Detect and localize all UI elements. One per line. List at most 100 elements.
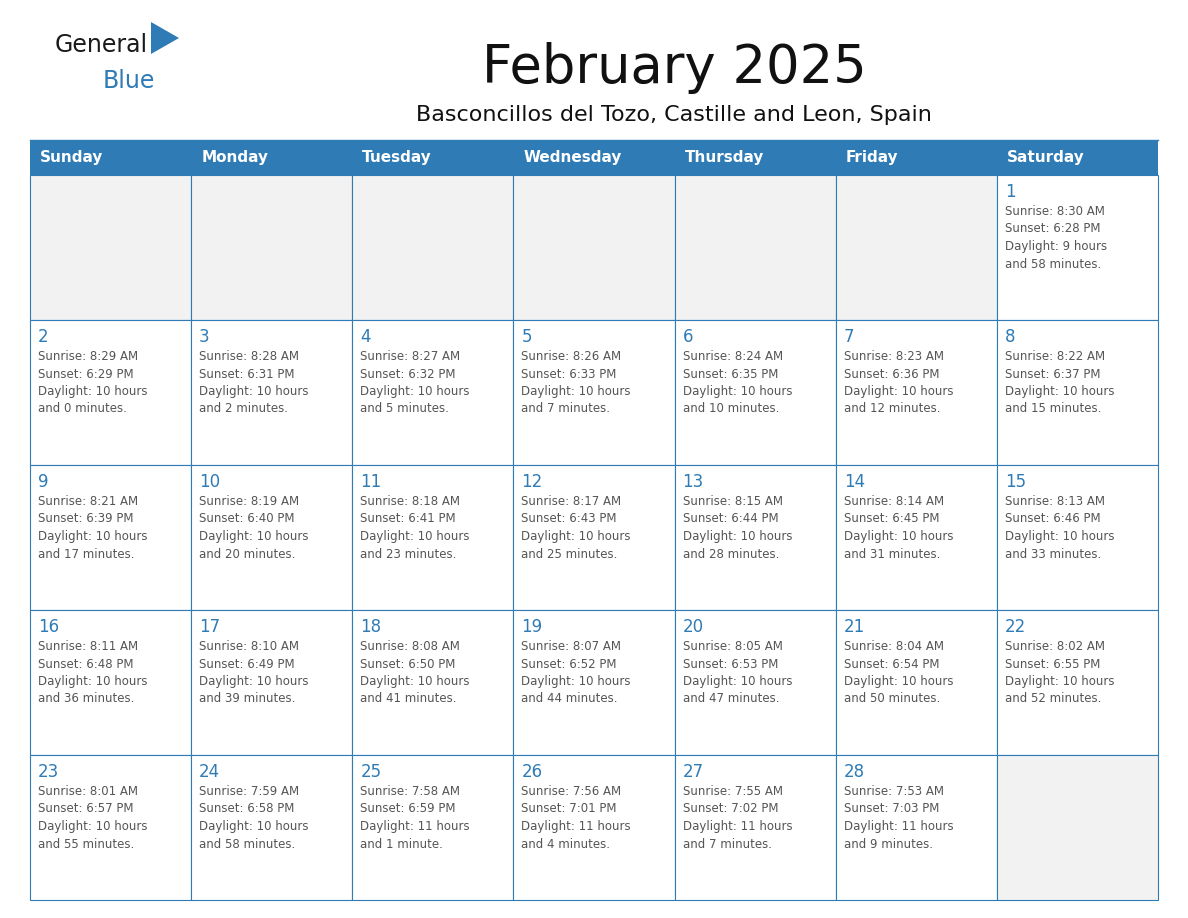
Text: Sunrise: 8:01 AM
Sunset: 6:57 PM
Daylight: 10 hours
and 55 minutes.: Sunrise: 8:01 AM Sunset: 6:57 PM Dayligh…	[38, 785, 147, 850]
Text: Sunday: Sunday	[40, 150, 103, 165]
Bar	[835, 610, 997, 755]
Polygon shape	[151, 22, 179, 54]
Text: 8: 8	[1005, 328, 1016, 346]
Text: 17: 17	[200, 618, 220, 636]
Text: February 2025: February 2025	[481, 42, 866, 94]
Text: Sunrise: 8:04 AM
Sunset: 6:54 PM
Daylight: 10 hours
and 50 minutes.: Sunrise: 8:04 AM Sunset: 6:54 PM Dayligh…	[843, 640, 953, 706]
Text: Saturday: Saturday	[1007, 150, 1085, 165]
Text: Thursday: Thursday	[684, 150, 764, 165]
Bar	[513, 175, 675, 320]
Text: 28: 28	[843, 763, 865, 781]
Text: Sunrise: 8:02 AM
Sunset: 6:55 PM
Daylight: 10 hours
and 52 minutes.: Sunrise: 8:02 AM Sunset: 6:55 PM Dayligh…	[1005, 640, 1114, 706]
Text: 14: 14	[843, 473, 865, 491]
Text: Sunrise: 8:15 AM
Sunset: 6:44 PM
Daylight: 10 hours
and 28 minutes.: Sunrise: 8:15 AM Sunset: 6:44 PM Dayligh…	[683, 495, 792, 561]
Bar	[835, 465, 997, 610]
Text: Sunrise: 8:30 AM
Sunset: 6:28 PM
Daylight: 9 hours
and 58 minutes.: Sunrise: 8:30 AM Sunset: 6:28 PM Dayligh…	[1005, 205, 1107, 271]
Bar	[30, 320, 191, 465]
Text: 18: 18	[360, 618, 381, 636]
Text: 15: 15	[1005, 473, 1026, 491]
Bar	[835, 755, 997, 900]
Bar	[191, 175, 353, 320]
Bar	[30, 465, 191, 610]
Text: General: General	[55, 33, 148, 57]
Text: 12: 12	[522, 473, 543, 491]
Text: 19: 19	[522, 618, 543, 636]
Text: 10: 10	[200, 473, 220, 491]
Text: Sunrise: 8:21 AM
Sunset: 6:39 PM
Daylight: 10 hours
and 17 minutes.: Sunrise: 8:21 AM Sunset: 6:39 PM Dayligh…	[38, 495, 147, 561]
Text: Sunrise: 8:23 AM
Sunset: 6:36 PM
Daylight: 10 hours
and 12 minutes.: Sunrise: 8:23 AM Sunset: 6:36 PM Dayligh…	[843, 350, 953, 416]
Text: 7: 7	[843, 328, 854, 346]
Text: Tuesday: Tuesday	[362, 150, 432, 165]
Bar	[191, 320, 353, 465]
Bar	[835, 320, 997, 465]
Bar	[675, 175, 835, 320]
Text: Blue: Blue	[103, 69, 156, 93]
Text: Sunrise: 7:56 AM
Sunset: 7:01 PM
Daylight: 11 hours
and 4 minutes.: Sunrise: 7:56 AM Sunset: 7:01 PM Dayligh…	[522, 785, 631, 850]
Text: Sunrise: 8:18 AM
Sunset: 6:41 PM
Daylight: 10 hours
and 23 minutes.: Sunrise: 8:18 AM Sunset: 6:41 PM Dayligh…	[360, 495, 469, 561]
Text: Sunrise: 8:19 AM
Sunset: 6:40 PM
Daylight: 10 hours
and 20 minutes.: Sunrise: 8:19 AM Sunset: 6:40 PM Dayligh…	[200, 495, 309, 561]
Bar	[30, 140, 1158, 175]
Text: 5: 5	[522, 328, 532, 346]
Text: 13: 13	[683, 473, 703, 491]
Bar	[353, 320, 513, 465]
Bar	[675, 465, 835, 610]
Bar	[513, 610, 675, 755]
Text: Sunrise: 7:53 AM
Sunset: 7:03 PM
Daylight: 11 hours
and 9 minutes.: Sunrise: 7:53 AM Sunset: 7:03 PM Dayligh…	[843, 785, 953, 850]
Bar	[513, 465, 675, 610]
Text: 11: 11	[360, 473, 381, 491]
Bar	[513, 320, 675, 465]
Text: Sunrise: 8:17 AM
Sunset: 6:43 PM
Daylight: 10 hours
and 25 minutes.: Sunrise: 8:17 AM Sunset: 6:43 PM Dayligh…	[522, 495, 631, 561]
Text: 24: 24	[200, 763, 220, 781]
Text: 27: 27	[683, 763, 703, 781]
Bar	[835, 175, 997, 320]
Bar	[353, 610, 513, 755]
Text: Sunrise: 8:26 AM
Sunset: 6:33 PM
Daylight: 10 hours
and 7 minutes.: Sunrise: 8:26 AM Sunset: 6:33 PM Dayligh…	[522, 350, 631, 416]
Bar	[30, 610, 191, 755]
Bar	[675, 320, 835, 465]
Bar	[353, 755, 513, 900]
Text: 25: 25	[360, 763, 381, 781]
Text: Monday: Monday	[201, 150, 268, 165]
Text: 1: 1	[1005, 183, 1016, 201]
Bar	[191, 465, 353, 610]
Text: Sunrise: 8:05 AM
Sunset: 6:53 PM
Daylight: 10 hours
and 47 minutes.: Sunrise: 8:05 AM Sunset: 6:53 PM Dayligh…	[683, 640, 792, 706]
Text: Sunrise: 7:55 AM
Sunset: 7:02 PM
Daylight: 11 hours
and 7 minutes.: Sunrise: 7:55 AM Sunset: 7:02 PM Dayligh…	[683, 785, 792, 850]
Text: 2: 2	[38, 328, 49, 346]
Bar	[997, 320, 1158, 465]
Bar	[30, 175, 191, 320]
Text: Sunrise: 8:08 AM
Sunset: 6:50 PM
Daylight: 10 hours
and 41 minutes.: Sunrise: 8:08 AM Sunset: 6:50 PM Dayligh…	[360, 640, 469, 706]
Bar	[675, 755, 835, 900]
Bar	[353, 465, 513, 610]
Text: Sunrise: 8:22 AM
Sunset: 6:37 PM
Daylight: 10 hours
and 15 minutes.: Sunrise: 8:22 AM Sunset: 6:37 PM Dayligh…	[1005, 350, 1114, 416]
Bar	[997, 610, 1158, 755]
Bar	[997, 755, 1158, 900]
Text: 3: 3	[200, 328, 210, 346]
Text: Sunrise: 8:28 AM
Sunset: 6:31 PM
Daylight: 10 hours
and 2 minutes.: Sunrise: 8:28 AM Sunset: 6:31 PM Dayligh…	[200, 350, 309, 416]
Text: Basconcillos del Tozo, Castille and Leon, Spain: Basconcillos del Tozo, Castille and Leon…	[416, 105, 931, 125]
Text: 21: 21	[843, 618, 865, 636]
Text: 22: 22	[1005, 618, 1026, 636]
Text: Sunrise: 8:10 AM
Sunset: 6:49 PM
Daylight: 10 hours
and 39 minutes.: Sunrise: 8:10 AM Sunset: 6:49 PM Dayligh…	[200, 640, 309, 706]
Bar	[675, 610, 835, 755]
Bar	[191, 755, 353, 900]
Text: Sunrise: 7:58 AM
Sunset: 6:59 PM
Daylight: 11 hours
and 1 minute.: Sunrise: 7:58 AM Sunset: 6:59 PM Dayligh…	[360, 785, 470, 850]
Text: 16: 16	[38, 618, 59, 636]
Text: 23: 23	[38, 763, 59, 781]
Text: Sunrise: 7:59 AM
Sunset: 6:58 PM
Daylight: 10 hours
and 58 minutes.: Sunrise: 7:59 AM Sunset: 6:58 PM Dayligh…	[200, 785, 309, 850]
Bar	[353, 175, 513, 320]
Text: Wednesday: Wednesday	[524, 150, 621, 165]
Bar	[30, 755, 191, 900]
Text: Sunrise: 8:07 AM
Sunset: 6:52 PM
Daylight: 10 hours
and 44 minutes.: Sunrise: 8:07 AM Sunset: 6:52 PM Dayligh…	[522, 640, 631, 706]
Text: Sunrise: 8:27 AM
Sunset: 6:32 PM
Daylight: 10 hours
and 5 minutes.: Sunrise: 8:27 AM Sunset: 6:32 PM Dayligh…	[360, 350, 469, 416]
Text: 20: 20	[683, 618, 703, 636]
Text: 4: 4	[360, 328, 371, 346]
Text: Sunrise: 8:13 AM
Sunset: 6:46 PM
Daylight: 10 hours
and 33 minutes.: Sunrise: 8:13 AM Sunset: 6:46 PM Dayligh…	[1005, 495, 1114, 561]
Bar	[997, 465, 1158, 610]
Bar	[997, 175, 1158, 320]
Text: Sunrise: 8:29 AM
Sunset: 6:29 PM
Daylight: 10 hours
and 0 minutes.: Sunrise: 8:29 AM Sunset: 6:29 PM Dayligh…	[38, 350, 147, 416]
Text: 6: 6	[683, 328, 693, 346]
Text: Sunrise: 8:11 AM
Sunset: 6:48 PM
Daylight: 10 hours
and 36 minutes.: Sunrise: 8:11 AM Sunset: 6:48 PM Dayligh…	[38, 640, 147, 706]
Text: 26: 26	[522, 763, 543, 781]
Text: Sunrise: 8:24 AM
Sunset: 6:35 PM
Daylight: 10 hours
and 10 minutes.: Sunrise: 8:24 AM Sunset: 6:35 PM Dayligh…	[683, 350, 792, 416]
Bar	[191, 610, 353, 755]
